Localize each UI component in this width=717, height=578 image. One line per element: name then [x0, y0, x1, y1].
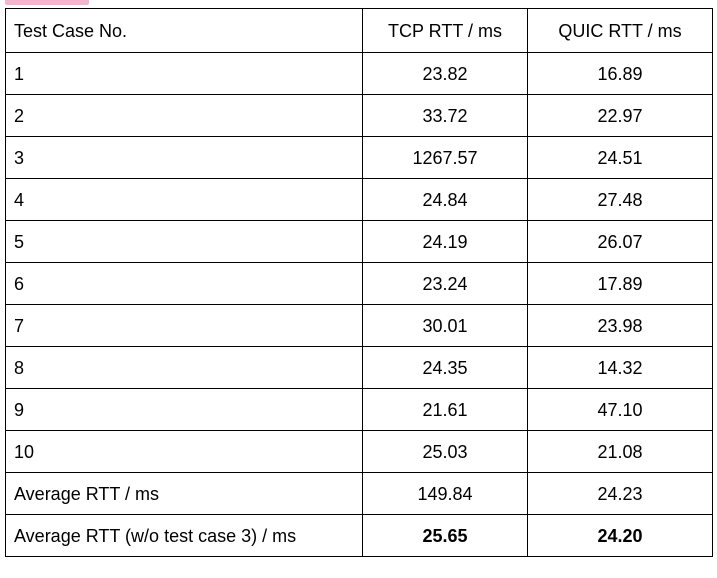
quic-value: 21.08 [527, 430, 713, 473]
average-without-case3-row: Average RTT (w/o test case 3) / ms 25.65… [5, 514, 713, 557]
row-label: 4 [5, 178, 363, 221]
tcp-average: 149.84 [362, 472, 528, 515]
header-tcp-rtt: TCP RTT / ms [362, 8, 528, 53]
table-row: 4 24.84 27.48 [5, 178, 713, 221]
row-label: Average RTT / ms [5, 472, 363, 515]
highlight-mark [5, 0, 89, 5]
row-label: 10 [5, 430, 363, 473]
quic-value: 27.48 [527, 178, 713, 221]
tcp-value: 1267.57 [362, 136, 528, 179]
table-row: 2 33.72 22.97 [5, 94, 713, 137]
tcp-value: 21.61 [362, 388, 528, 431]
row-label: 6 [5, 262, 363, 305]
header-quic-rtt: QUIC RTT / ms [527, 8, 713, 53]
row-label: 5 [5, 220, 363, 263]
tcp-value: 23.82 [362, 52, 528, 95]
row-label: 8 [5, 346, 363, 389]
row-label: 7 [5, 304, 363, 347]
row-label: 1 [5, 52, 363, 95]
tcp-value: 30.01 [362, 304, 528, 347]
quic-value: 23.98 [527, 304, 713, 347]
average-row: Average RTT / ms 149.84 24.23 [5, 472, 713, 515]
table-row: 5 24.19 26.07 [5, 220, 713, 263]
tcp-average-excluding: 25.65 [362, 514, 528, 557]
table-row: 7 30.01 23.98 [5, 304, 713, 347]
tcp-value: 24.84 [362, 178, 528, 221]
table-header-row: Test Case No. TCP RTT / ms QUIC RTT / ms [5, 8, 713, 53]
tcp-value: 24.19 [362, 220, 528, 263]
quic-value: 14.32 [527, 346, 713, 389]
quic-value: 47.10 [527, 388, 713, 431]
tcp-value: 23.24 [362, 262, 528, 305]
quic-average: 24.23 [527, 472, 713, 515]
row-label: Average RTT (w/o test case 3) / ms [5, 514, 363, 557]
quic-value: 17.89 [527, 262, 713, 305]
tcp-value: 24.35 [362, 346, 528, 389]
table-row: 3 1267.57 24.51 [5, 136, 713, 179]
quic-average-excluding: 24.20 [527, 514, 713, 557]
row-label: 3 [5, 136, 363, 179]
table-row: 10 25.03 21.08 [5, 430, 713, 473]
table-row: 1 23.82 16.89 [5, 52, 713, 95]
quic-value: 24.51 [527, 136, 713, 179]
table-row: 9 21.61 47.10 [5, 388, 713, 431]
quic-value: 22.97 [527, 94, 713, 137]
row-label: 9 [5, 388, 363, 431]
table-row: 8 24.35 14.32 [5, 346, 713, 389]
row-label: 2 [5, 94, 363, 137]
tcp-value: 25.03 [362, 430, 528, 473]
table-row: 6 23.24 17.89 [5, 262, 713, 305]
rtt-comparison-table: Test Case No. TCP RTT / ms QUIC RTT / ms… [5, 8, 713, 557]
header-test-case: Test Case No. [5, 8, 363, 53]
quic-value: 26.07 [527, 220, 713, 263]
quic-value: 16.89 [527, 52, 713, 95]
tcp-value: 33.72 [362, 94, 528, 137]
